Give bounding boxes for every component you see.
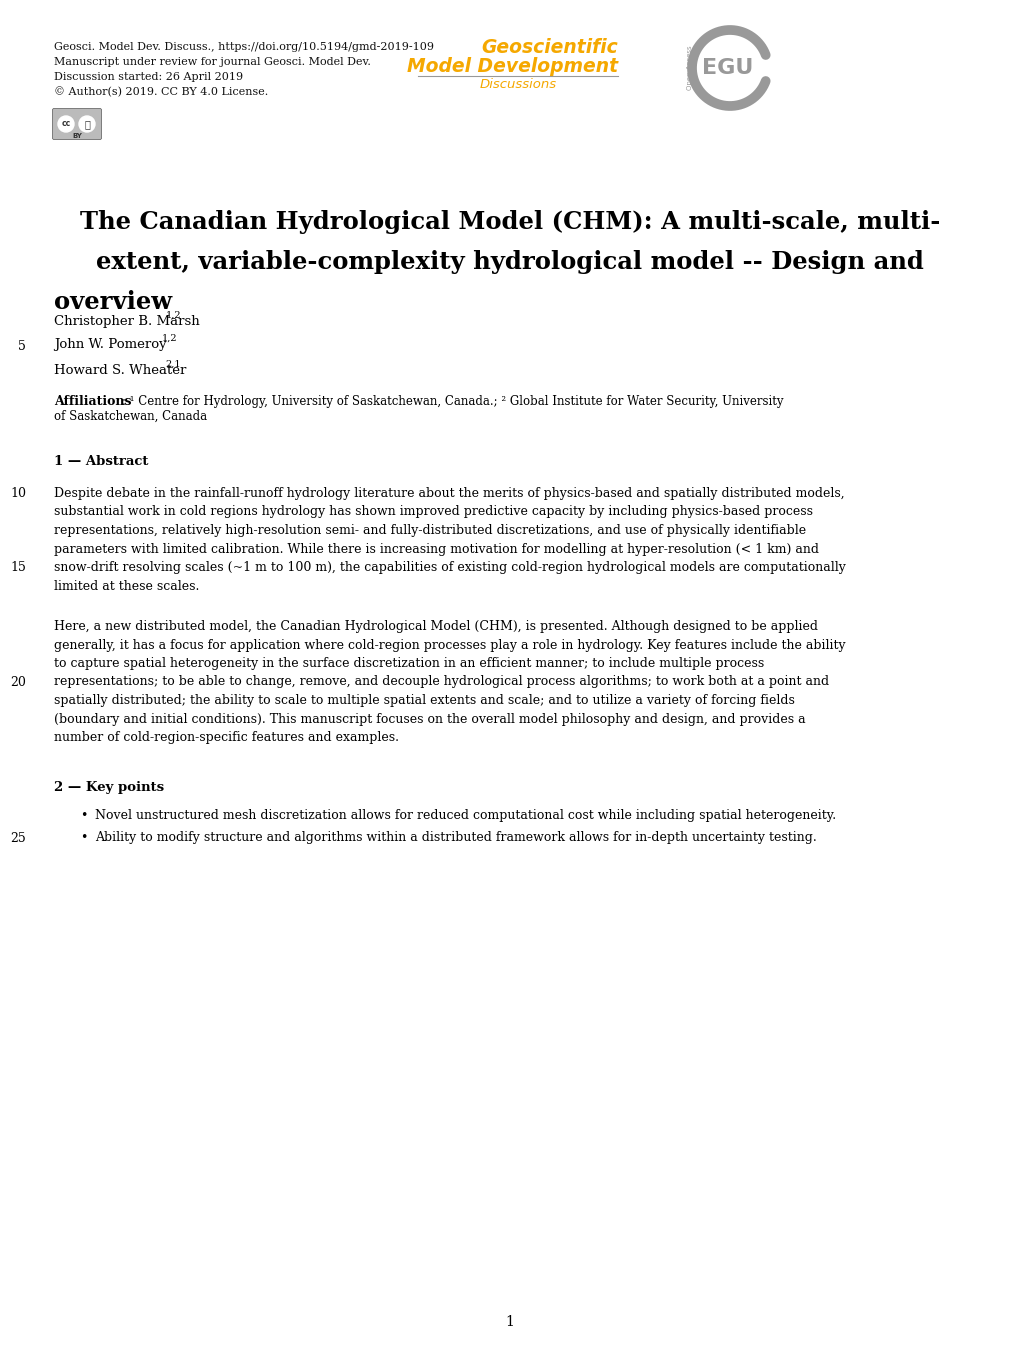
Text: 2 — Key points: 2 — Key points — [54, 781, 164, 795]
Text: Howard S. Wheater: Howard S. Wheater — [54, 364, 186, 377]
Text: 1: 1 — [505, 1315, 514, 1329]
FancyBboxPatch shape — [52, 109, 102, 140]
Text: Geoscientific: Geoscientific — [481, 38, 618, 56]
Text: EGU: EGU — [702, 58, 753, 78]
Text: overview: overview — [54, 291, 172, 313]
Text: Geosci. Model Dev. Discuss., https://doi.org/10.5194/gmd-2019-109: Geosci. Model Dev. Discuss., https://doi… — [54, 42, 433, 52]
Text: 15: 15 — [10, 561, 25, 574]
Text: spatially distributed; the ability to scale to multiple spatial extents and scal: spatially distributed; the ability to sc… — [54, 694, 794, 707]
Text: 20: 20 — [10, 675, 25, 689]
Text: 10: 10 — [10, 487, 25, 500]
Text: The Canadian Hydrological Model (CHM): A multi-scale, multi-: The Canadian Hydrological Model (CHM): A… — [79, 210, 940, 234]
Text: 5: 5 — [18, 340, 25, 352]
Text: John W. Pomeroy: John W. Pomeroy — [54, 338, 166, 351]
Text: representations; to be able to change, remove, and decouple hydrological process: representations; to be able to change, r… — [54, 675, 828, 689]
Text: (boundary and initial conditions). This manuscript focuses on the overall model : (boundary and initial conditions). This … — [54, 713, 805, 725]
Text: Novel unstructured mesh discretization allows for reduced computational cost whi: Novel unstructured mesh discretization a… — [95, 810, 836, 823]
Text: 2,1: 2,1 — [165, 360, 180, 369]
Circle shape — [78, 116, 95, 132]
Text: representations, relatively high-resolution semi- and fully-distributed discreti: representations, relatively high-resolut… — [54, 525, 805, 537]
Text: 1,2: 1,2 — [162, 334, 177, 343]
Text: : ¹ Centre for Hydrology, University of Saskatchewan, Canada.; ² Global Institut: : ¹ Centre for Hydrology, University of … — [122, 395, 783, 408]
Text: to capture spatial heterogeneity in the surface discretization in an efficient m: to capture spatial heterogeneity in the … — [54, 656, 763, 670]
Text: cc: cc — [61, 120, 70, 129]
Text: limited at these scales.: limited at these scales. — [54, 580, 199, 593]
Text: number of cold-region-specific features and examples.: number of cold-region-specific features … — [54, 730, 398, 744]
Text: BY: BY — [72, 133, 82, 139]
Text: Manuscript under review for journal Geosci. Model Dev.: Manuscript under review for journal Geos… — [54, 56, 371, 67]
Text: of Saskatchewan, Canada: of Saskatchewan, Canada — [54, 410, 207, 422]
Text: •: • — [79, 810, 88, 823]
Text: 25: 25 — [10, 831, 25, 845]
Text: Despite debate in the rainfall-runoff hydrology literature about the merits of p: Despite debate in the rainfall-runoff hy… — [54, 487, 844, 500]
Text: Open Access: Open Access — [687, 46, 692, 90]
Text: Model Development: Model Development — [407, 56, 618, 77]
Text: •: • — [79, 831, 88, 845]
Text: 1 — Abstract: 1 — Abstract — [54, 455, 148, 468]
Text: parameters with limited calibration. While there is increasing motivation for mo: parameters with limited calibration. Whi… — [54, 542, 818, 555]
Text: ⓘ: ⓘ — [84, 118, 90, 129]
Text: substantial work in cold regions hydrology has shown improved predictive capacit: substantial work in cold regions hydrolo… — [54, 506, 812, 519]
Text: Christopher B. Marsh: Christopher B. Marsh — [54, 315, 200, 328]
Text: Affiliations: Affiliations — [54, 395, 131, 408]
Text: Discussions: Discussions — [479, 78, 556, 91]
Text: snow-drift resolving scales (~1 m to 100 m), the capabilities of existing cold-r: snow-drift resolving scales (~1 m to 100… — [54, 561, 845, 574]
Text: Discussion started: 26 April 2019: Discussion started: 26 April 2019 — [54, 73, 243, 82]
Text: generally, it has a focus for application where cold-region processes play a rol: generally, it has a focus for applicatio… — [54, 639, 845, 651]
Circle shape — [58, 116, 74, 132]
Text: extent, variable-complexity hydrological model -- Design and: extent, variable-complexity hydrological… — [96, 250, 923, 274]
Text: Ability to modify structure and algorithms within a distributed framework allows: Ability to modify structure and algorith… — [95, 831, 816, 845]
Text: 1,2: 1,2 — [166, 311, 181, 320]
Text: Here, a new distributed model, the Canadian Hydrological Model (CHM), is present: Here, a new distributed model, the Canad… — [54, 620, 817, 633]
Text: © Author(s) 2019. CC BY 4.0 License.: © Author(s) 2019. CC BY 4.0 License. — [54, 87, 268, 98]
